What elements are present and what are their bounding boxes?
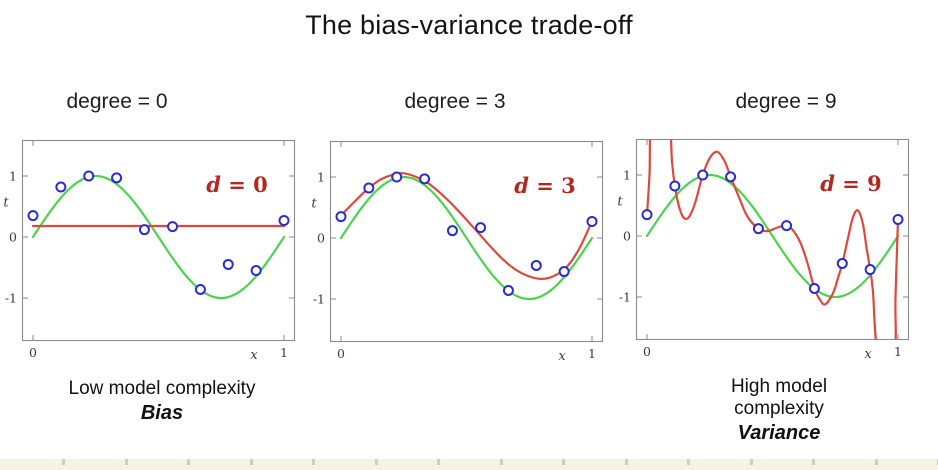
timeline-tick [624, 459, 628, 465]
timeline-tick [562, 459, 565, 465]
svg-text:1: 1 [588, 346, 596, 361]
timeline-tick [62, 459, 65, 465]
caption-low-complexity-text: Low model complexity [68, 378, 256, 399]
caption-high-complexity: High model complexity Variance [700, 376, 859, 445]
svg-text:1: 1 [317, 170, 325, 185]
caption-high-complexity-text: High model complexity [730, 376, 828, 419]
panel-heading-degree-3: degree = 3 [404, 90, 506, 113]
timeline-tick [437, 459, 440, 465]
svg-text:0: 0 [337, 346, 345, 361]
timeline-tick [312, 459, 315, 465]
caption-variance-label: Variance [737, 422, 821, 444]
svg-text:0: 0 [317, 231, 325, 246]
svg-text:0: 0 [9, 230, 17, 245]
timeline-tick [499, 459, 503, 465]
timeline-tick [749, 459, 753, 465]
fit-degree-annotation: d = 9 [820, 171, 882, 196]
timeline-tick [374, 459, 378, 465]
caption-bias-label: Bias [140, 402, 184, 424]
svg-text:t: t [311, 197, 317, 212]
svg-text:t: t [617, 195, 623, 210]
slide-title: The bias-variance trade-off [305, 10, 633, 40]
timeline-tick [187, 459, 190, 465]
svg-text:0: 0 [623, 229, 631, 244]
panel-heading-degree-9: degree = 9 [735, 90, 837, 113]
timeline-tick [687, 459, 690, 465]
svg-text:0: 0 [643, 344, 651, 359]
svg-text:x: x [250, 348, 258, 363]
timeline-tick [124, 459, 128, 465]
svg-text:-1: -1 [5, 291, 17, 306]
svg-text:1: 1 [9, 169, 17, 184]
timeline-tick [812, 459, 815, 465]
svg-text:x: x [864, 347, 872, 362]
fit-degree-annotation: d = 0 [206, 172, 268, 197]
svg-text:1: 1 [894, 344, 902, 359]
timeline-strip[interactable] [0, 459, 938, 470]
caption-low-complexity: Low model complexity Bias [69, 378, 256, 425]
timeline-tick [874, 459, 878, 465]
svg-text:-1: -1 [619, 290, 631, 305]
svg-text:-1: -1 [313, 292, 325, 307]
fit-degree-annotation: d = 3 [514, 173, 576, 198]
timeline-tick [249, 459, 253, 465]
svg-text:1: 1 [280, 345, 288, 360]
svg-text:0: 0 [29, 345, 37, 360]
svg-text:t: t [3, 196, 9, 211]
panel-heading-degree-0: degree = 0 [66, 90, 168, 113]
svg-text:x: x [558, 349, 566, 364]
svg-text:1: 1 [623, 168, 631, 183]
